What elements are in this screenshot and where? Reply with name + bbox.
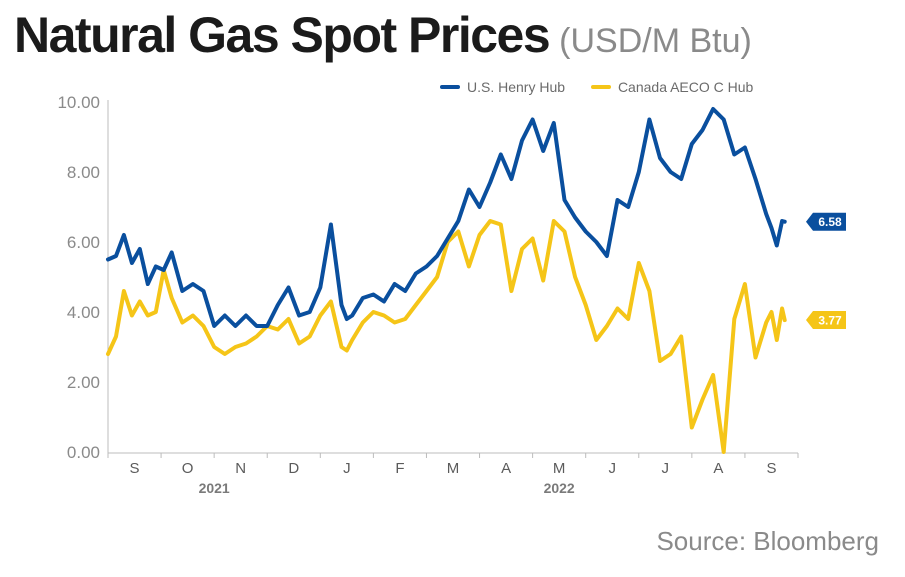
y-tick-label: 0.00 [67,443,100,462]
x-tick-label: F [395,460,404,477]
year-label: 2021 [199,480,230,496]
x-tick-label: D [288,460,299,477]
y-tick-label: 8.00 [67,163,100,182]
x-tick-label: J [608,460,616,477]
y-tick-label: 10.00 [57,93,100,112]
legend-swatch-henry [440,85,460,89]
x-tick-label: J [343,460,351,477]
y-axis: 0.00 2.00 4.00 6.00 8.00 10.00 [57,93,100,462]
x-tick-label: N [235,460,246,477]
x-tick-label: A [501,460,511,477]
legend-label-henry: U.S. Henry Hub [467,79,566,95]
x-tick-label: O [182,460,194,477]
end-labels: 6.58 3.77 [806,212,846,330]
chart-units: (USD/M Btu) [559,22,752,60]
y-tick-label: 2.00 [67,373,100,392]
legend: U.S. Henry Hub Canada AECO C Hub [440,76,775,95]
series-line-aeco [106,219,787,454]
x-tick-label: M [553,460,566,477]
x-tick-label: A [713,460,723,477]
end-label-aeco: 3.77 [818,314,842,328]
y-tick-label: 4.00 [67,303,100,322]
x-tick-label: S [766,460,776,477]
year-label: 2022 [544,480,575,496]
legend-item-aeco: Canada AECO C Hub [590,79,754,95]
x-tick-label: M [447,460,460,477]
x-tick-label: J [662,460,670,477]
end-label-henry: 6.58 [818,215,842,229]
legend-swatch-aeco [590,85,611,89]
series-lines [106,107,787,454]
legend-label-aeco: Canada AECO C Hub [617,79,754,95]
legend-item-henry: U.S. Henry Hub [440,79,565,95]
end-label-tag-aeco [806,311,846,330]
source-note: Source: Bloomberg [656,526,879,556]
chart-title-row: Natural Gas Spot Prices (USD/M Btu) [14,6,752,64]
x-axis: S O N D J F M A M J J A S 2021 2022 [107,100,799,496]
y-tick-label: 6.00 [67,233,100,252]
chart-title: Natural Gas Spot Prices [14,7,551,63]
series-line-henry-hub [106,107,787,328]
x-tick-label: S [130,460,140,477]
end-label-tag-henry [806,212,846,231]
